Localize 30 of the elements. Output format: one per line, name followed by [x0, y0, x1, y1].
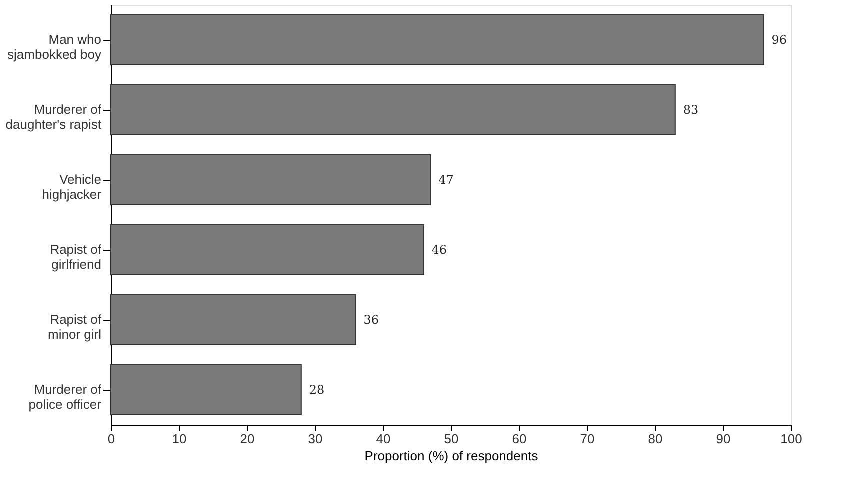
y-tick-label: Rapist of minor girl: [48, 312, 102, 342]
data-label: 96: [772, 33, 788, 47]
y-tick-label: Rapist of girlfriend: [50, 242, 102, 272]
data-label: 36: [364, 313, 380, 327]
x-tick-label: 50: [444, 432, 459, 446]
x-tick-label: 30: [308, 432, 323, 446]
x-tick-label: 100: [780, 432, 802, 446]
y-tick-label: Murderer of daughter's rapist: [6, 102, 102, 132]
bar: [110, 84, 676, 136]
bar: [110, 294, 356, 346]
x-axis-title: Proportion (%) of respondents: [364, 448, 539, 464]
data-label: 83: [683, 103, 699, 117]
bar: [110, 224, 424, 276]
x-tick-label: 20: [240, 432, 255, 446]
bar: [110, 154, 432, 206]
y-tick-label: Murderer of police officer: [28, 382, 102, 412]
x-tick-label: 10: [172, 432, 187, 446]
data-label: 47: [438, 173, 454, 187]
y-tick-label: Vehicle highjacker: [42, 172, 102, 202]
bar: [110, 14, 764, 66]
x-tick-label: 90: [716, 432, 731, 446]
x-tick-label: 80: [648, 432, 663, 446]
x-tick-label: 0: [108, 432, 116, 446]
bar: [110, 364, 302, 416]
x-tick-label: 60: [512, 432, 527, 446]
data-label: 28: [309, 383, 325, 397]
x-tick-label: 40: [376, 432, 391, 446]
y-tick-label: Man who sjambokked boy: [8, 32, 102, 62]
data-label: 46: [432, 243, 448, 257]
x-tick-label: 70: [580, 432, 595, 446]
